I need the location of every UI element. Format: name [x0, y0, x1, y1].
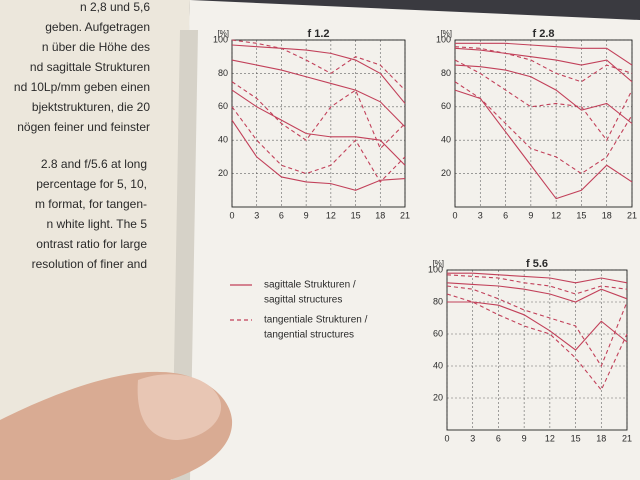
mtf-curve — [454, 46, 633, 83]
x-tick-label: 0 — [452, 210, 457, 220]
x-tick-label: 21 — [627, 210, 637, 220]
x-tick-label: 18 — [602, 210, 612, 220]
body-text: bjektstrukturen, die 20 — [32, 100, 150, 114]
x-tick-label: 3 — [254, 210, 259, 220]
x-tick-label: 0 — [229, 210, 234, 220]
plot-frame — [231, 39, 406, 208]
y-axis-label: [%] — [432, 259, 444, 268]
y-tick-label: 60 — [218, 101, 228, 111]
x-tick-label: 9 — [522, 433, 527, 443]
x-tick-label: 6 — [503, 210, 508, 220]
legend-label: tangentiale Strukturen / — [264, 315, 368, 326]
y-tick-label: 80 — [218, 68, 228, 78]
x-tick-label: 12 — [545, 433, 555, 443]
body-text: 2.8 and f/5.6 at long — [41, 157, 147, 171]
x-tick-label: 9 — [528, 210, 533, 220]
legend-label: sagittal structures — [264, 295, 342, 306]
x-tick-label: 0 — [444, 433, 449, 443]
chart-title: f 1.2 — [307, 28, 329, 40]
body-text: resolution of finer and — [32, 257, 147, 271]
x-tick-label: 15 — [351, 210, 361, 220]
plot-frame — [446, 269, 628, 431]
page-gutter — [172, 30, 198, 480]
mtf-curve — [446, 274, 628, 295]
legend-label: sagittale Strukturen / — [264, 280, 356, 291]
x-tick-label: 12 — [326, 210, 336, 220]
x-tick-label: 12 — [551, 210, 561, 220]
mtf-curve — [231, 81, 406, 150]
body-text: nd 10Lp/mm geben einen — [14, 80, 150, 94]
y-tick-label: 40 — [218, 135, 228, 145]
x-tick-label: 9 — [304, 210, 309, 220]
mtf-curve — [231, 106, 406, 183]
y-tick-label: 20 — [218, 168, 228, 178]
y-tick-label: 20 — [441, 168, 451, 178]
y-tick-label: 60 — [441, 101, 451, 111]
body-text: m format, for tangen- — [35, 197, 147, 211]
mtf-curve — [446, 293, 628, 392]
x-tick-label: 6 — [279, 210, 284, 220]
mtf-curve — [446, 282, 628, 303]
x-tick-label: 3 — [470, 433, 475, 443]
body-text: ontrast ratio for large — [36, 237, 147, 251]
mtf-curve — [454, 81, 633, 175]
mtf-curve — [231, 39, 406, 91]
mtf-curve — [454, 59, 633, 142]
body-text: geben. Aufgetragen — [45, 20, 150, 34]
y-tick-label: 20 — [433, 392, 443, 402]
y-axis-label: [%] — [440, 29, 452, 38]
body-text: n white light. The 5 — [46, 217, 147, 231]
x-tick-label: 3 — [478, 210, 483, 220]
right-page — [175, 0, 640, 480]
mtf-curve — [446, 285, 628, 368]
mtf-curve — [454, 47, 633, 83]
x-tick-label: 15 — [571, 433, 581, 443]
body-text: n über die Höhe des — [42, 40, 150, 54]
body-text: nögen feiner und feinster — [17, 120, 150, 134]
y-tick-label: 100 — [436, 34, 451, 44]
mtf-curve — [447, 272, 628, 284]
body-text: nd sagittale Strukturen — [30, 60, 150, 74]
mtf-curve — [231, 59, 406, 128]
mtf-curve — [454, 64, 633, 124]
x-tick-label: 21 — [622, 433, 632, 443]
x-tick-label: 18 — [596, 433, 606, 443]
y-tick-label: 80 — [433, 296, 443, 306]
y-tick-label: 80 — [441, 68, 451, 78]
y-tick-label: 40 — [433, 360, 443, 370]
y-tick-label: 100 — [428, 264, 443, 274]
left-page — [0, 0, 190, 480]
body-text: percentage for 5, 10, — [36, 177, 147, 191]
body-text: n 2,8 und 5,6 — [80, 0, 150, 14]
chart-title: f 2.8 — [532, 28, 554, 40]
x-tick-label: 15 — [576, 210, 586, 220]
chart-title: f 5.6 — [526, 258, 548, 270]
y-axis-label: [%] — [217, 29, 229, 38]
mtf-curve — [231, 119, 406, 191]
mtf-curve — [454, 89, 633, 200]
x-tick-label: 21 — [400, 210, 410, 220]
y-tick-label: 40 — [441, 135, 451, 145]
x-tick-label: 18 — [375, 210, 385, 220]
y-tick-label: 60 — [433, 328, 443, 338]
thumbnail — [137, 374, 222, 440]
legend-label: tangential structures — [264, 330, 354, 341]
mtf-curve — [455, 42, 633, 66]
mtf-curve — [231, 44, 406, 104]
x-tick-label: 6 — [496, 433, 501, 443]
y-tick-label: 100 — [213, 34, 228, 44]
mtf-curve — [447, 301, 628, 351]
